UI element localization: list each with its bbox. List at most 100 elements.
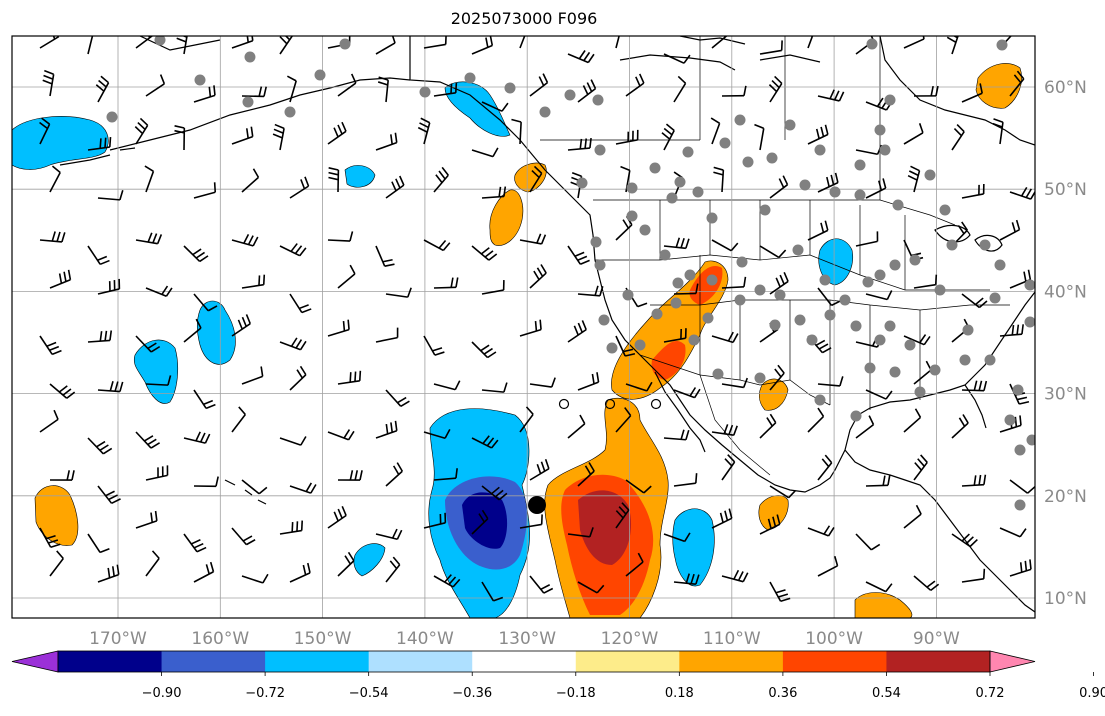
- station-marker: [863, 277, 874, 288]
- colorbar-extend-high: [990, 651, 1035, 672]
- colorbar-tick-label: −0.90: [142, 686, 182, 701]
- station-marker: [893, 200, 904, 211]
- station-marker: [652, 309, 663, 320]
- longitude-tick-label: 140°W: [396, 629, 454, 649]
- station-marker: [707, 213, 718, 224]
- station-marker: [577, 178, 588, 189]
- storm-center-dot: [528, 496, 546, 514]
- station-marker: [1005, 415, 1016, 426]
- station-marker: [735, 295, 746, 306]
- station-marker: [683, 147, 694, 158]
- colorbar-segment: [58, 651, 162, 672]
- longitude-tick-label: 160°W: [191, 629, 249, 649]
- station-marker: [1015, 445, 1026, 456]
- colorbar-tick-label: 0.18: [665, 686, 694, 701]
- station-marker: [963, 325, 974, 336]
- station-marker: [880, 145, 891, 156]
- station-marker: [743, 157, 754, 168]
- station-marker: [693, 187, 704, 198]
- station-marker: [755, 373, 766, 384]
- colorbar-segment: [265, 651, 369, 672]
- colorbar-segment: [576, 651, 680, 672]
- station-marker: [770, 320, 781, 331]
- longitude-tick-label: 120°W: [601, 629, 659, 649]
- station-marker: [825, 310, 836, 321]
- station-marker: [851, 411, 862, 422]
- station-marker: [990, 293, 1001, 304]
- station-marker: [623, 290, 634, 301]
- station-marker: [855, 160, 866, 171]
- station-marker: [243, 97, 254, 108]
- station-marker: [840, 295, 851, 306]
- colorbar-tick-label: −0.72: [245, 686, 285, 701]
- station-marker: [107, 112, 118, 123]
- station-marker: [1025, 280, 1036, 291]
- station-marker: [420, 87, 431, 98]
- longitude-tick-label: 110°W: [703, 629, 761, 649]
- station-marker: [713, 369, 724, 380]
- station-marker: [815, 395, 826, 406]
- station-marker: [540, 107, 551, 118]
- station-marker: [855, 190, 866, 201]
- station-marker: [635, 340, 646, 351]
- station-marker: [505, 83, 516, 94]
- station-marker: [890, 260, 901, 271]
- station-marker: [820, 275, 831, 286]
- colorbar-segment: [472, 651, 576, 672]
- station-marker: [875, 335, 886, 346]
- station-marker: [807, 335, 818, 346]
- station-marker: [940, 205, 951, 216]
- station-marker: [627, 183, 638, 194]
- station-marker: [650, 163, 661, 174]
- station-marker: [905, 340, 916, 351]
- station-marker: [795, 315, 806, 326]
- latitude-tick-label: 10°N: [1044, 589, 1087, 609]
- colorbar-segment: [369, 651, 473, 672]
- station-marker: [735, 115, 746, 126]
- station-marker: [591, 237, 602, 248]
- colorbar-tick-label: 0.54: [872, 686, 901, 701]
- station-marker: [775, 290, 786, 301]
- station-marker: [607, 343, 618, 354]
- station-marker: [1027, 435, 1038, 446]
- station-marker: [720, 138, 731, 149]
- station-marker: [195, 75, 206, 86]
- station-marker: [830, 187, 841, 198]
- station-marker: [285, 107, 296, 118]
- colorbar-segment: [162, 651, 266, 672]
- station-marker: [985, 355, 996, 366]
- station-marker: [890, 367, 901, 378]
- latitude-tick-label: 20°N: [1044, 487, 1087, 507]
- station-marker: [675, 177, 686, 188]
- station-marker: [785, 120, 796, 131]
- station-marker: [875, 270, 886, 281]
- colorbar-tick-label: 0.72: [976, 686, 1005, 701]
- station-marker: [865, 363, 876, 374]
- station-marker: [1013, 385, 1024, 396]
- latitude-tick-label: 60°N: [1044, 78, 1087, 98]
- station-marker: [689, 335, 700, 346]
- latitude-tick-label: 30°N: [1044, 385, 1087, 405]
- station-marker: [867, 39, 878, 50]
- station-marker: [1025, 317, 1036, 328]
- latitude-tick-label: 50°N: [1044, 180, 1087, 200]
- longitude-tick-label: 170°W: [89, 629, 147, 649]
- station-marker: [935, 285, 946, 296]
- longitude-tick-label: 100°W: [805, 629, 863, 649]
- station-marker: [340, 39, 351, 50]
- station-marker: [930, 365, 941, 376]
- longitude-tick-label: 150°W: [294, 629, 352, 649]
- colorbar-tick-label: −0.18: [556, 686, 596, 701]
- station-marker: [673, 278, 684, 289]
- latitude-tick-label: 40°N: [1044, 282, 1087, 302]
- station-marker: [640, 225, 651, 236]
- station-marker: [947, 240, 958, 251]
- station-marker: [315, 70, 326, 81]
- station-marker: [671, 298, 682, 309]
- station-marker: [595, 260, 606, 271]
- station-marker: [245, 52, 256, 63]
- station-marker: [793, 245, 804, 256]
- colorbar-tick-label: 0.36: [768, 686, 797, 701]
- longitude-tick-label: 130°W: [498, 629, 556, 649]
